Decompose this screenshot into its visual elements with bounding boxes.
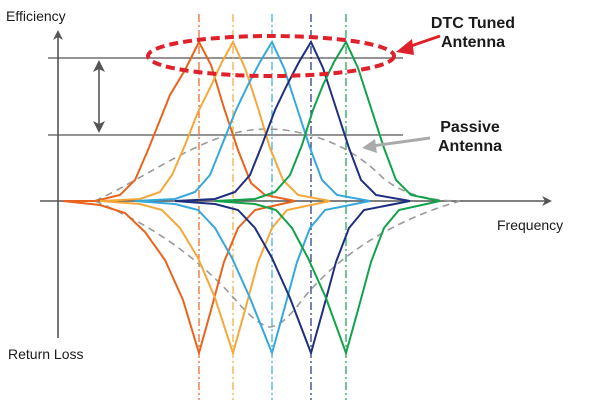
dtc-tuned-antenna-label: DTC Tuned Antenna bbox=[424, 14, 522, 52]
tuned-return-loss-curve-yellow bbox=[99, 200, 331, 357]
tuned-efficiency-curve-navy bbox=[174, 39, 411, 202]
tuned-return-loss-curve-navy bbox=[174, 200, 411, 357]
passive-label-line2: Antenna bbox=[438, 138, 502, 155]
efficiency-gain-arrowhead-bottom bbox=[93, 121, 105, 133]
efficiency-axis-label: Efficiency bbox=[6, 8, 66, 24]
passive-return-loss-curve bbox=[94, 200, 461, 328]
return-loss-axis-label: Return Loss bbox=[8, 346, 84, 362]
tuned-return-loss-curve-orange bbox=[62, 200, 296, 357]
tuned-efficiency-curve-green bbox=[214, 39, 441, 202]
resonance-markers bbox=[198, 14, 347, 400]
dtc-callout-arrowhead bbox=[396, 39, 414, 55]
passive-callout-arrowhead bbox=[362, 139, 377, 153]
efficiency-gain-arrowhead-top bbox=[93, 60, 105, 72]
dtc-label-line1: DTC Tuned bbox=[430, 15, 516, 32]
passive-efficiency-curve bbox=[94, 128, 461, 202]
passive-label-line1: Passive bbox=[440, 119, 500, 136]
tuned-antenna-curves bbox=[62, 39, 441, 357]
passive-antenna-curves bbox=[94, 128, 461, 328]
passive-callout-arrow bbox=[371, 136, 431, 148]
dtc-callout-arrow bbox=[407, 34, 441, 49]
tuned-efficiency-curve-lightblue bbox=[134, 39, 371, 202]
passive-antenna-label: Passive Antenna bbox=[430, 118, 510, 156]
frequency-axis-label: Frequency bbox=[497, 217, 564, 233]
dtc-label-line2: Antenna bbox=[441, 34, 505, 51]
tuned-return-loss-curve-green bbox=[214, 200, 441, 357]
dtc-peak-highlight bbox=[146, 34, 396, 78]
tuned-return-loss-curve-lightblue bbox=[134, 200, 371, 357]
tuned-efficiency-curve-yellow bbox=[99, 39, 331, 202]
